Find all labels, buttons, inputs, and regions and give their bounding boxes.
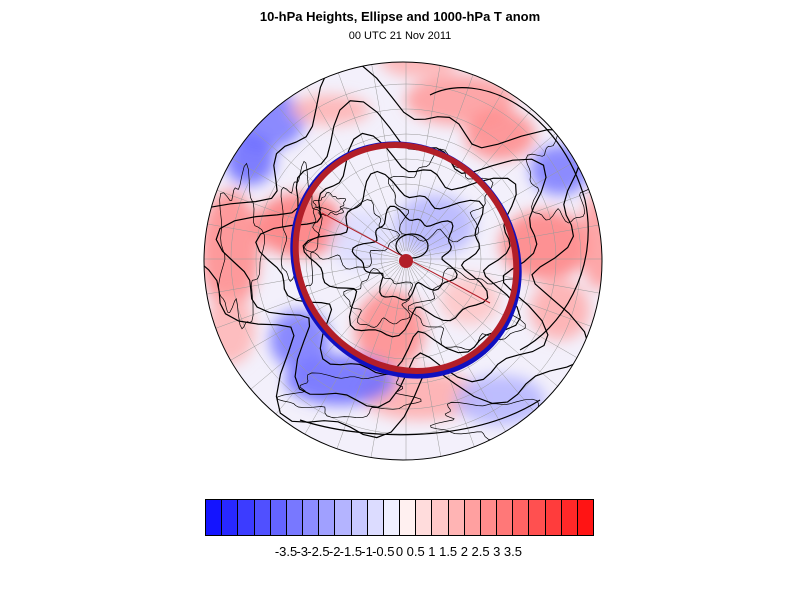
anomaly-patch xyxy=(580,190,602,290)
ellipse-outline xyxy=(292,142,520,374)
colorbar-tick-label: -2 xyxy=(328,544,341,559)
anomaly-patch xyxy=(270,310,330,370)
meridian-line xyxy=(413,183,602,257)
coastline xyxy=(303,199,401,270)
colorbar-swatch xyxy=(464,500,481,535)
vortex-ellipse xyxy=(290,141,522,379)
meridian-line xyxy=(238,263,401,400)
colorbar-tick-label: 3.5 xyxy=(503,544,522,559)
anomaly-patch xyxy=(205,295,255,365)
vortex-center-marker xyxy=(399,254,413,268)
map-title: 10-hPa Heights, Ellipse and 1000-hPa T a… xyxy=(259,9,541,24)
colorbar-swatch xyxy=(400,500,417,535)
coastline xyxy=(280,160,323,292)
colorbar xyxy=(205,499,594,536)
colorbar-swatch xyxy=(270,500,287,535)
colorbar-swatch xyxy=(254,500,271,535)
colorbar-swatch xyxy=(319,500,336,535)
height-contour xyxy=(215,100,549,408)
colorbar-swatch xyxy=(351,500,368,535)
colorbar-swatch xyxy=(513,500,530,535)
colorbar-swatch xyxy=(367,500,384,535)
colorbar-tick-label: -3.5 xyxy=(274,544,298,559)
meridian-line xyxy=(216,262,400,369)
colorbar-swatch xyxy=(335,500,352,535)
colorbar-swatch xyxy=(303,500,320,535)
meridian-line xyxy=(265,91,402,254)
meridian-line xyxy=(409,69,516,253)
colorbar-swatch xyxy=(529,500,546,535)
colorbar-swatch xyxy=(238,500,255,535)
coastline xyxy=(312,191,346,217)
colorbar-swatch xyxy=(480,500,498,535)
map-subtitle: 00 UTC 21 Nov 2011 xyxy=(348,30,452,42)
colorbar-swatch xyxy=(497,500,514,535)
colorbar-tick-label: -2.5 xyxy=(307,544,330,559)
colorbar-tick-label: 0 xyxy=(395,544,404,559)
colorbar-swatch xyxy=(561,500,578,535)
meridian-line xyxy=(410,91,547,254)
colorbar-tick-label: -1 xyxy=(361,544,373,559)
height-contour xyxy=(299,399,541,436)
colorbar-swatch xyxy=(416,500,433,535)
colorbar-swatch xyxy=(545,500,562,535)
colorbar-swatch xyxy=(222,500,239,535)
meridian-line xyxy=(238,118,401,255)
anomaly-patch xyxy=(395,195,475,255)
colorbar-tick-label: -1.5 xyxy=(339,544,363,559)
colorbar-tick-label: 2.5 xyxy=(471,544,490,559)
colorbar-tick-label: 2 xyxy=(460,544,468,559)
colorbar-swatch xyxy=(383,500,401,535)
colorbar-tick-label: 0.5 xyxy=(406,544,425,559)
colorbar-swatch xyxy=(206,500,223,535)
height-contour xyxy=(351,205,458,301)
meridian-line xyxy=(265,264,402,427)
anomaly-patch xyxy=(455,375,545,425)
coastline xyxy=(343,268,413,328)
colorbar-tick-label: -3 xyxy=(296,544,309,559)
colorbar-tick-label: -0.5 xyxy=(372,544,395,559)
colorbar-swatch xyxy=(286,500,304,535)
meridian-line xyxy=(412,149,596,256)
anomaly-patch xyxy=(290,95,370,125)
colorbar-swatch xyxy=(577,500,594,535)
meridian-line xyxy=(204,261,399,335)
anomaly-patch xyxy=(530,280,590,340)
coastline xyxy=(218,162,265,330)
map-boundary xyxy=(203,61,603,461)
height-contour xyxy=(302,170,489,338)
height-contour xyxy=(204,62,591,439)
colorbar-labels: -3.5 -3 -2.5 -2 -1.5 -1 -0.5 0 0.5 1 1.5 2 2.5 3 3.5 xyxy=(0,544,800,562)
colorbar-tick-label: 1.5 xyxy=(439,544,458,559)
colorbar-swatch xyxy=(432,500,449,535)
colorbar-swatch xyxy=(448,500,465,535)
height-contour xyxy=(255,132,521,376)
anomaly-patch xyxy=(380,62,460,78)
anomaly-patch xyxy=(204,190,260,310)
meridian-line xyxy=(330,62,404,252)
colorbar-tick-label: 1 xyxy=(428,544,436,559)
colorbar-tick-label: 3 xyxy=(493,544,501,559)
height-contour xyxy=(429,87,589,351)
meridian-line xyxy=(411,118,574,255)
